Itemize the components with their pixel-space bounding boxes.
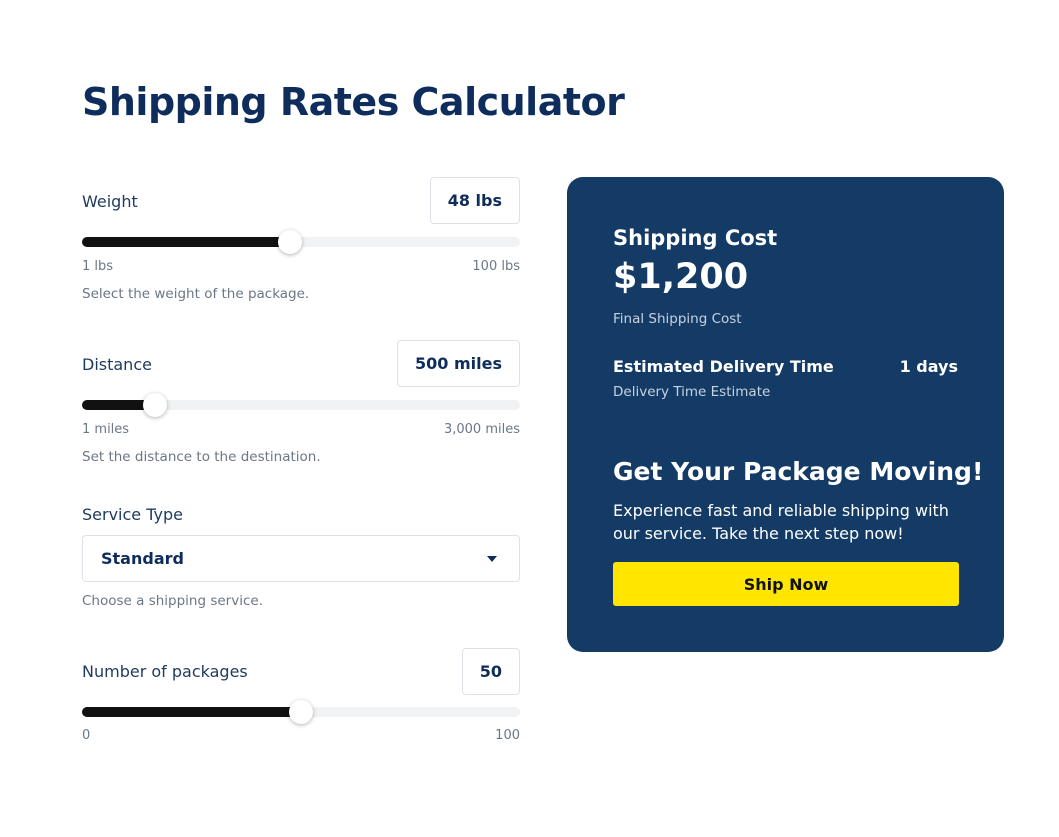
weight-slider[interactable] [82, 230, 520, 254]
weight-slider-thumb[interactable] [277, 230, 302, 254]
packages-max: 100 [495, 728, 520, 743]
weight-help: Select the weight of the package. [82, 286, 310, 302]
service-label: Service Type [82, 505, 183, 524]
cta-title: Get Your Package Moving! [613, 457, 984, 486]
distance-slider-fill [82, 400, 155, 410]
packages-label: Number of packages [82, 662, 248, 681]
packages-min: 0 [82, 728, 91, 743]
packages-slider-fill [82, 707, 301, 717]
distance-help: Set the distance to the destination. [82, 449, 321, 465]
cost-value: $1,200 [613, 257, 749, 297]
cost-title: Shipping Cost [613, 226, 778, 250]
distance-slider[interactable] [82, 393, 520, 417]
delivery-value: 1 days [899, 357, 958, 376]
weight-field: Weight 48 lbs 1 lbs 100 lbs Select the w… [82, 177, 520, 307]
distance-label: Distance [82, 355, 152, 374]
distance-value-box[interactable]: 500 miles [397, 340, 520, 387]
delivery-caption: Delivery Time Estimate [613, 384, 771, 400]
distance-max: 3,000 miles [443, 422, 520, 437]
weight-min: 1 lbs [82, 259, 114, 274]
distance-slider-thumb[interactable] [142, 393, 167, 417]
packages-slider-thumb[interactable] [289, 700, 313, 724]
service-field: Service Type Standard Choose a shipping … [82, 505, 520, 615]
weight-max: 100 lbs [472, 259, 520, 274]
service-select[interactable]: Standard [82, 535, 520, 582]
service-selected: Standard [101, 549, 184, 568]
chevron-down-icon [487, 556, 497, 562]
page-title: Shipping Rates Calculator [82, 80, 625, 124]
cost-caption: Final Shipping Cost [613, 311, 742, 327]
service-help: Choose a shipping service. [82, 593, 263, 609]
packages-slider[interactable] [82, 700, 520, 724]
ship-now-button[interactable]: Ship Now [613, 562, 959, 606]
weight-value-box[interactable]: 48 lbs [429, 177, 520, 224]
cta-text: Experience fast and reliable shipping wi… [613, 501, 949, 543]
result-card: Shipping Cost $1,200 Final Shipping Cost… [567, 177, 1004, 652]
weight-slider-fill [82, 237, 290, 247]
delivery-title: Estimated Delivery Time [613, 357, 834, 376]
packages-field: Number of packages 50 0 100 [82, 648, 520, 748]
weight-label: Weight [82, 192, 138, 211]
distance-min: 1 miles [82, 422, 130, 437]
distance-field: Distance 500 miles 1 miles 3,000 miles S… [82, 340, 520, 470]
packages-value-box[interactable]: 50 [461, 648, 520, 695]
